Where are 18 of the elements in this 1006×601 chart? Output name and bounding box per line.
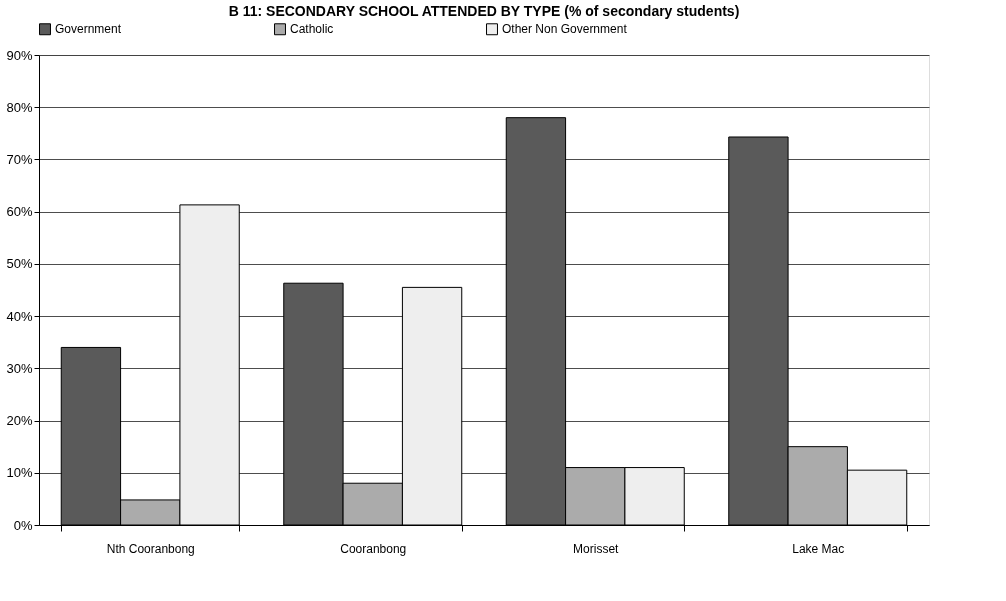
y-tick-label: 80%	[6, 99, 33, 115]
y-tick-label: 60%	[6, 204, 33, 220]
legend-label: Other Non Government	[502, 22, 628, 37]
x-tick-label: Morisset	[573, 541, 620, 556]
x-tick-label: Cooranbong	[340, 541, 407, 556]
y-tick-label: 30%	[6, 360, 33, 376]
y-tick-label: 90%	[6, 47, 33, 63]
y-tick-label: 20%	[6, 413, 33, 429]
y-tick-label: 10%	[6, 465, 33, 481]
y-tick-label: 0%	[13, 517, 33, 533]
x-tick-label: Nth Cooranbong	[106, 541, 195, 556]
y-tick-label: 40%	[6, 308, 33, 324]
legend-label: Catholic	[290, 22, 334, 37]
x-tick-label: Lake Mac	[792, 541, 845, 556]
chart-title: B 11: SECONDARY SCHOOL ATTENDED BY TYPE (% of secondary students)	[228, 3, 740, 19]
y-tick-label: 70%	[6, 151, 33, 167]
legend-label: Government	[55, 22, 122, 37]
y-tick-label: 50%	[6, 256, 33, 272]
